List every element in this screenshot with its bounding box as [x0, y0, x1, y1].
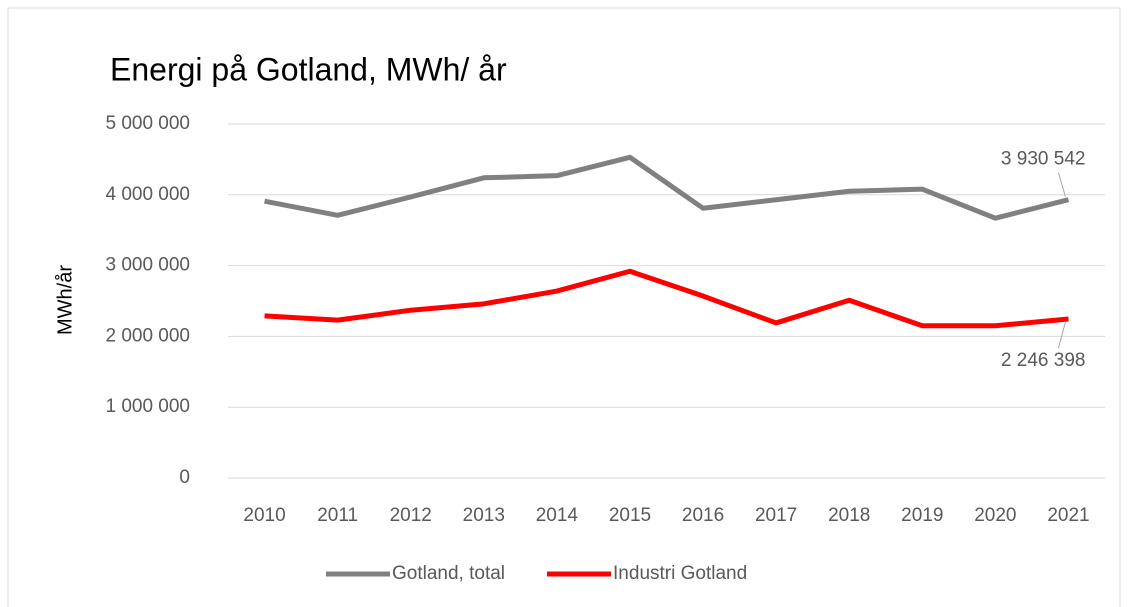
x-tick-label: 2018	[828, 505, 870, 526]
x-tick-label: 2020	[974, 505, 1016, 526]
y-tick-label: 5 000 000	[105, 113, 190, 134]
y-tick-label: 2 000 000	[105, 325, 190, 346]
x-tick-label: 2016	[682, 505, 724, 526]
x-tick-label: 2010	[243, 505, 285, 526]
x-tick-label: 2017	[755, 505, 797, 526]
x-tick-label: 2013	[463, 505, 505, 526]
legend-label: Gotland, total	[392, 563, 505, 584]
data-label: 3 930 542	[1001, 149, 1086, 170]
x-tick-label: 2011	[317, 505, 358, 526]
series-line	[264, 268, 1069, 329]
x-tick-label: 2019	[901, 505, 943, 526]
y-axis-label: MWh/år	[54, 265, 76, 335]
series-line	[264, 154, 1070, 221]
y-tick-label: 0	[179, 467, 190, 488]
x-tick-label: 2021	[1047, 505, 1089, 526]
x-tick-label: 2015	[609, 505, 651, 526]
chart-title: Energi på Gotland, MWh/ år	[110, 51, 507, 87]
y-tick-label: 3 000 000	[105, 255, 190, 276]
chart-frame	[7, 7, 1121, 607]
y-tick-label: 4 000 000	[105, 184, 190, 205]
leader-line	[1057, 321, 1066, 349]
y-tick-label: 1 000 000	[105, 396, 190, 417]
x-tick-label: 2012	[390, 505, 432, 526]
leader-line	[1057, 172, 1066, 197]
x-tick-label: 2014	[536, 505, 579, 526]
data-label: 2 246 398	[1001, 350, 1086, 371]
legend-label: Industri Gotland	[613, 563, 747, 584]
